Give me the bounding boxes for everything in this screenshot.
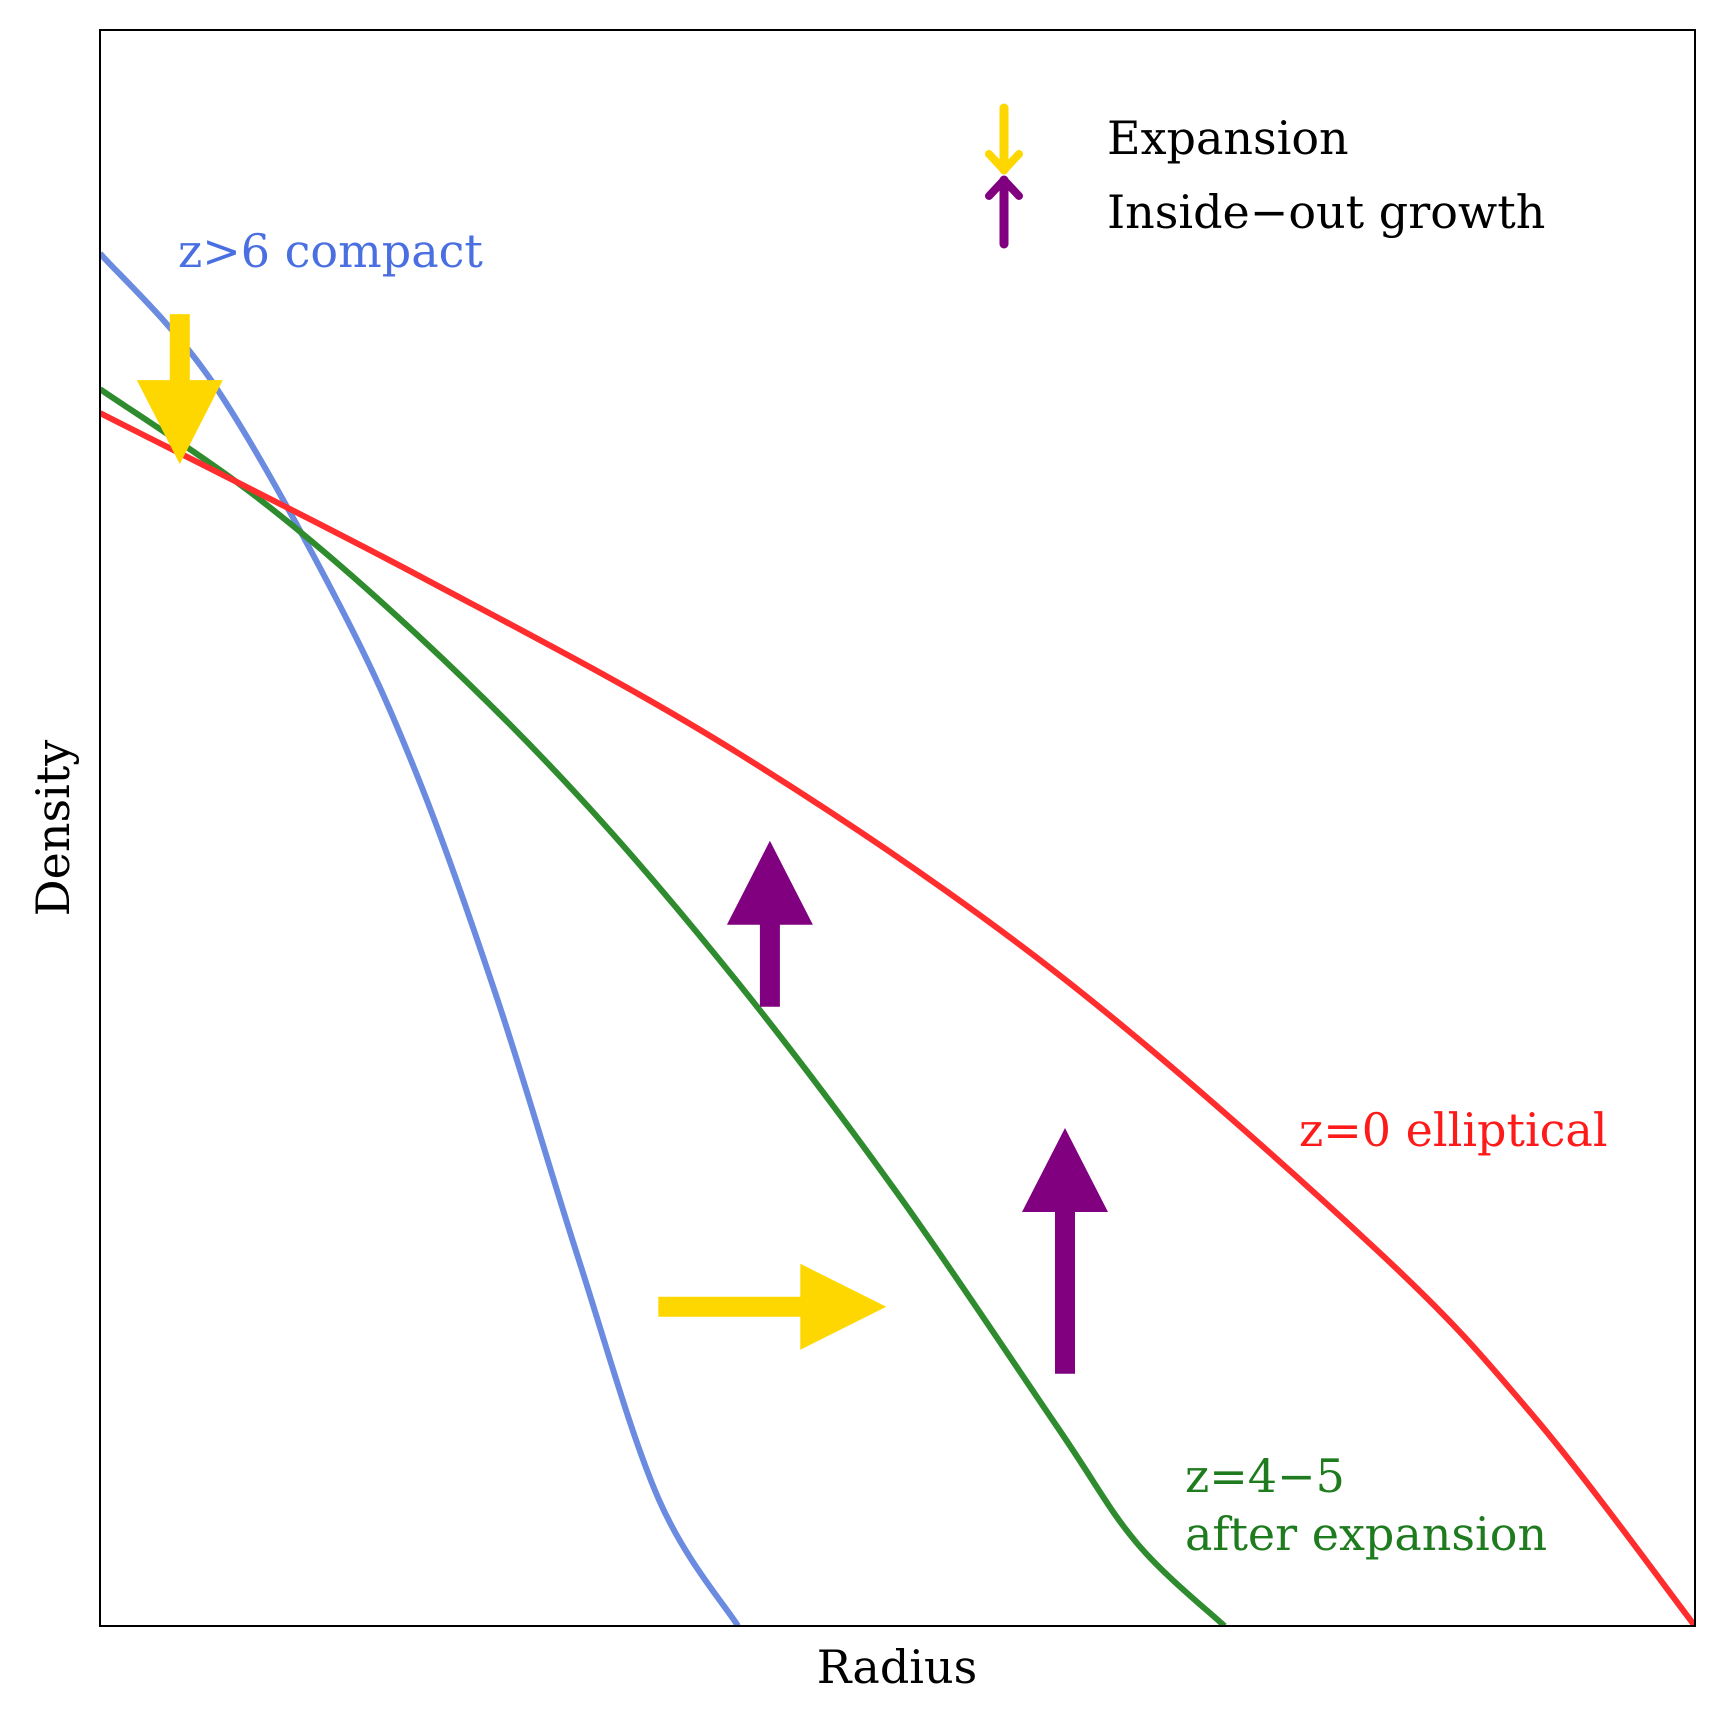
series-label-compact: z>6 compact — [178, 224, 483, 278]
series-line-elliptical — [100, 410, 1695, 1626]
plot-frame — [99, 29, 1696, 1627]
expansion-arrow-down — [136, 314, 223, 465]
expansion-arrow-right — [658, 1263, 887, 1350]
growth-arrow-up-2 — [1022, 1128, 1108, 1374]
series-line-expansion — [100, 386, 1227, 1626]
series-layer — [100, 251, 1695, 1626]
legend-growth-icon — [985, 175, 1023, 249]
legend-arrow-head — [985, 176, 1023, 200]
legend-expansion-icon — [985, 103, 1023, 175]
x-axis-label: Radius — [817, 1640, 978, 1694]
legend: Expansion Inside−out growth — [985, 103, 1545, 249]
series-label-elliptical: z=0 elliptical — [1299, 1103, 1608, 1157]
y-axis-label: Density — [26, 740, 80, 917]
legend-arrow-head — [985, 150, 1023, 174]
annotation-arrows — [136, 314, 1108, 1374]
series-label-expansion: z=4−5 after expansion — [1185, 1449, 1547, 1561]
legend-label-growth: Inside−out growth — [1107, 185, 1545, 239]
series-line-compact — [100, 251, 741, 1626]
legend-label-expansion: Expansion — [1107, 111, 1349, 165]
growth-arrow-up-1 — [726, 840, 813, 1007]
